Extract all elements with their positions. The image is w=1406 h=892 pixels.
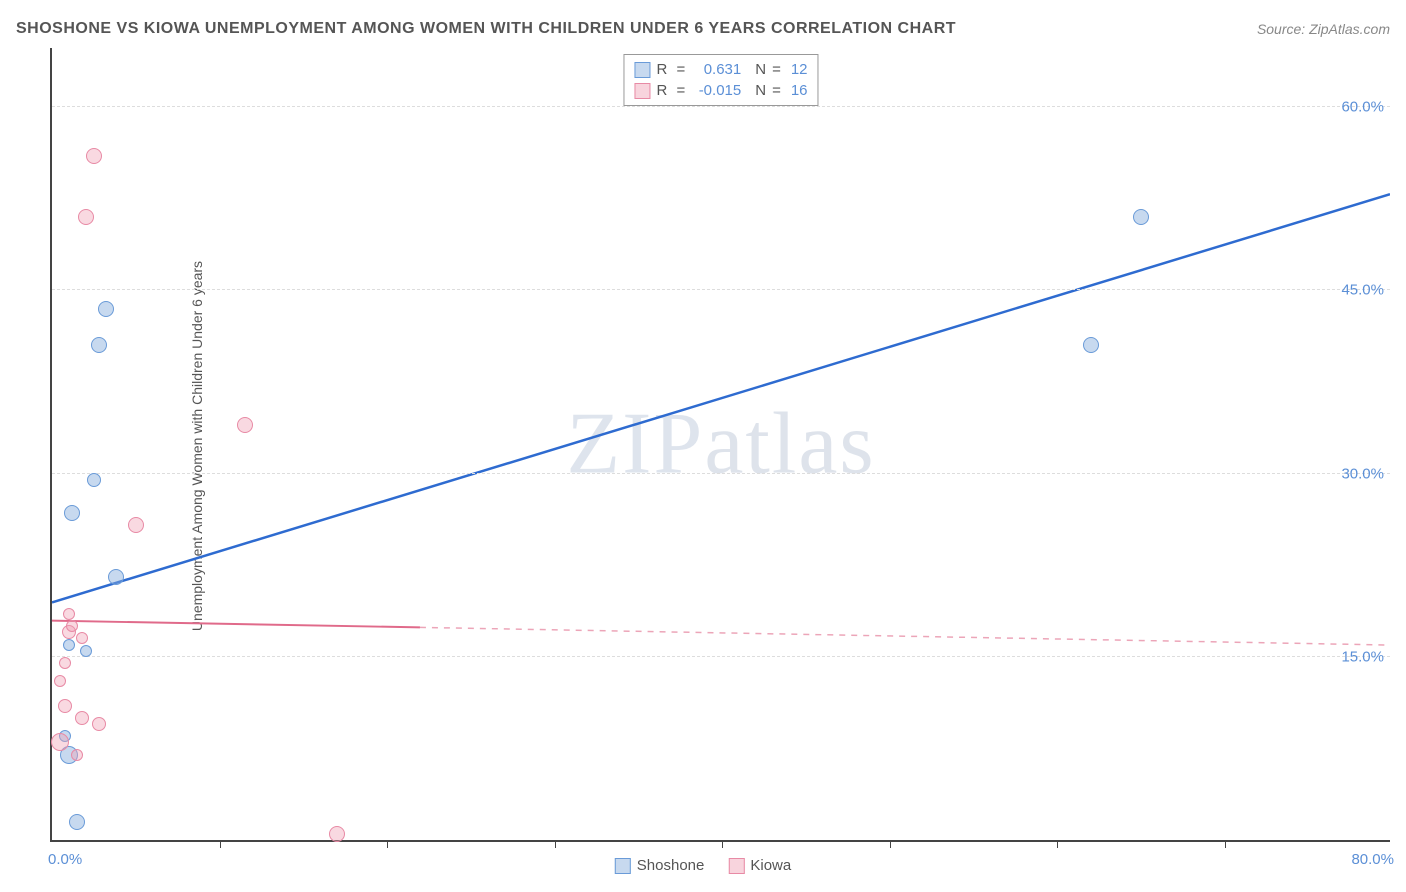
correlation-legend-row: R = 0.631 N = 12 — [634, 59, 807, 80]
series-legend: Shoshone Kiowa — [615, 857, 791, 874]
scatter-point — [69, 814, 85, 830]
scatter-point — [75, 711, 89, 725]
x-axis-min-label: 0.0% — [48, 851, 82, 868]
scatter-point — [1083, 337, 1099, 353]
scatter-point — [51, 733, 69, 751]
series-name: Kiowa — [750, 857, 791, 874]
x-tick — [722, 840, 723, 848]
y-tick-label: 30.0% — [1341, 465, 1384, 482]
scatter-point — [63, 608, 75, 620]
scatter-point — [78, 209, 94, 225]
scatter-point — [128, 517, 144, 533]
eq-label: = — [772, 61, 781, 78]
y-tick-label: 45.0% — [1341, 282, 1384, 299]
chart-source: Source: ZipAtlas.com — [1257, 21, 1390, 37]
n-label: N — [755, 82, 766, 99]
scatter-point — [76, 632, 88, 644]
series-legend-item: Kiowa — [728, 857, 791, 874]
scatter-point — [108, 569, 124, 585]
x-tick — [387, 840, 388, 848]
scatter-point — [64, 505, 80, 521]
x-tick — [1225, 840, 1226, 848]
legend-swatch-icon — [615, 858, 631, 874]
legend-swatch-icon — [728, 858, 744, 874]
chart-plot-area: ZIPatlas R=0.631N=12R=-0.015N=16 0.0% 80… — [50, 48, 1390, 842]
scatter-point — [329, 826, 345, 842]
x-tick — [220, 840, 221, 848]
gridline-horizontal — [52, 289, 1390, 290]
scatter-point — [71, 749, 83, 761]
correlation-legend-row: R = -0.015 N = 16 — [634, 80, 807, 101]
series-legend-item: Shoshone — [615, 857, 705, 874]
y-tick-label: 60.0% — [1341, 99, 1384, 116]
n-label: N — [755, 61, 766, 78]
scatter-point — [1133, 209, 1149, 225]
gridline-horizontal — [52, 656, 1390, 657]
scatter-point — [58, 699, 72, 713]
scatter-point — [80, 645, 92, 657]
scatter-point — [98, 301, 114, 317]
n-value: 12 — [791, 61, 808, 78]
x-tick — [1057, 840, 1058, 848]
x-tick — [890, 840, 891, 848]
trend-lines-svg — [52, 48, 1390, 840]
eq-label: = — [676, 82, 685, 99]
y-tick-label: 15.0% — [1341, 648, 1384, 665]
scatter-point — [59, 657, 71, 669]
chart-title: SHOSHONE VS KIOWA UNEMPLOYMENT AMONG WOM… — [16, 20, 956, 38]
n-value: 16 — [791, 82, 808, 99]
legend-swatch-icon — [634, 83, 650, 99]
scatter-point — [92, 717, 106, 731]
watermark-text: ZIPatlas — [566, 394, 875, 495]
r-label: R — [656, 61, 670, 78]
chart-header: SHOSHONE VS KIOWA UNEMPLOYMENT AMONG WOM… — [16, 20, 1390, 38]
scatter-point — [237, 417, 253, 433]
scatter-point — [91, 337, 107, 353]
scatter-point — [86, 148, 102, 164]
scatter-point — [54, 675, 66, 687]
x-tick — [555, 840, 556, 848]
scatter-point — [66, 620, 78, 632]
series-name: Shoshone — [637, 857, 705, 874]
r-value: 0.631 — [691, 61, 741, 78]
legend-swatch-icon — [634, 62, 650, 78]
correlation-legend: R = 0.631 N = 12 R = -0.015 N = 16 — [623, 54, 818, 106]
scatter-point — [87, 473, 101, 487]
eq-label: = — [676, 61, 685, 78]
x-axis-max-label: 80.0% — [1351, 851, 1394, 868]
gridline-horizontal — [52, 473, 1390, 474]
scatter-point — [63, 639, 75, 651]
eq-label: = — [772, 82, 781, 99]
gridline-horizontal — [52, 106, 1390, 107]
r-value: -0.015 — [691, 82, 741, 99]
r-label: R — [656, 82, 670, 99]
